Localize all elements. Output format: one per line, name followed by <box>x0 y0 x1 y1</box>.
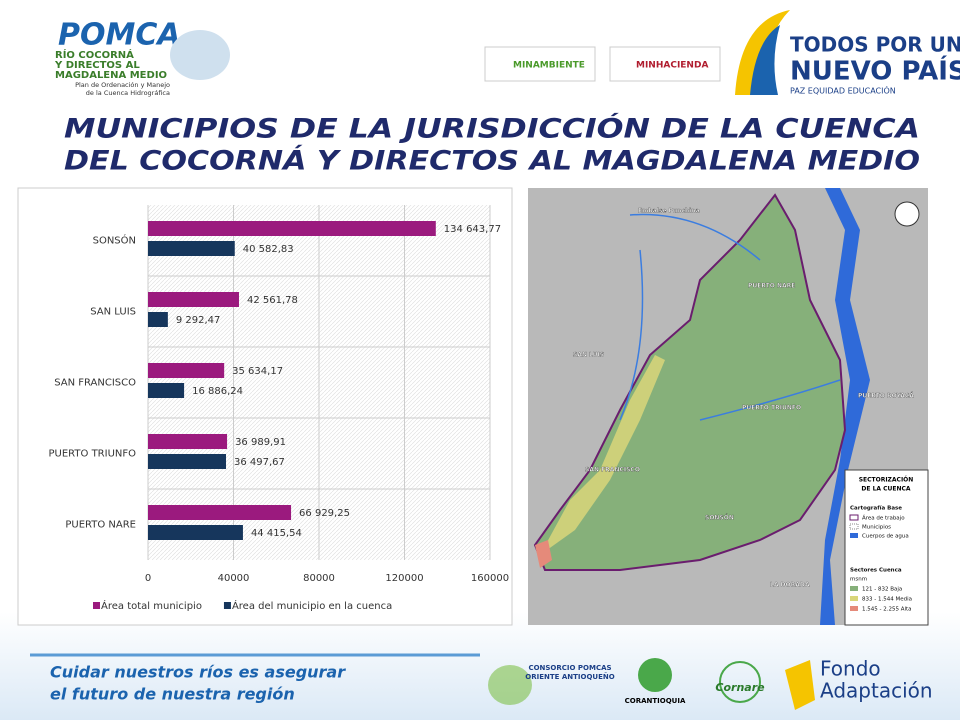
map-label: SONSÓN <box>705 515 734 522</box>
value-label: 35 634,17 <box>232 366 283 377</box>
logo-text: Cornare <box>715 681 765 694</box>
bar <box>148 525 243 540</box>
title-line: DEL COCORNÁ Y DIRECTOS AL MAGDALENA MEDI… <box>64 145 920 177</box>
value-label: 44 415,54 <box>251 528 302 539</box>
compass <box>894 201 920 227</box>
legend-label: Área total municipio <box>101 599 202 612</box>
value-label: 66 929,25 <box>299 508 350 519</box>
y-tick-label: SAN LUIS <box>90 307 136 318</box>
x-tick-label: 120000 <box>385 573 423 584</box>
river <box>820 188 870 625</box>
legend-item: 1.545 - 2.255 Alta <box>862 607 912 613</box>
basin-line: Y DIRECTOS AL <box>54 60 140 71</box>
mid-sector <box>540 355 665 555</box>
ministry-logo <box>484 46 596 82</box>
basin-area <box>533 193 847 571</box>
gov-line: TODOS POR UN <box>790 33 960 57</box>
logo-text: Adaptación <box>820 679 933 703</box>
logo-mark <box>488 665 532 705</box>
logo-text: CORANTIOQUIA <box>625 697 686 705</box>
legend-swatch <box>849 514 859 521</box>
value-label: 9 292,47 <box>176 315 221 326</box>
y-tick-label: PUERTO TRIUNFO <box>49 449 137 460</box>
bar <box>148 454 227 469</box>
legend-item: 833 - 1.544 Media <box>862 597 912 603</box>
legend-swatch <box>850 606 858 611</box>
slogan-line: Cuidar nuestros ríos es asegurar <box>50 663 346 682</box>
legend-swatch <box>850 596 858 601</box>
gov-line: NUEVO PAÍS <box>790 55 960 87</box>
x-tick-label: 40000 <box>218 573 250 584</box>
y-tick-label: PUERTO NARE <box>65 520 136 531</box>
legend-swatch <box>850 586 858 591</box>
legend-unit: msnm <box>850 577 867 583</box>
slogan-line: el futuro de nuestra región <box>50 685 295 704</box>
bar <box>148 434 228 449</box>
logo-text: Fondo <box>820 657 881 681</box>
value-label: 40 582,83 <box>243 244 294 255</box>
value-label: 134 643,77 <box>444 224 501 235</box>
map-label: PUERTO BOYACÁ <box>858 393 914 400</box>
gov-logo-shape <box>750 25 780 95</box>
legend-swatch <box>93 602 100 609</box>
map-label: SAN FRANCISCO <box>585 467 640 474</box>
legend-swatch <box>223 602 231 609</box>
basin-line: MAGDALENA MEDIO <box>55 70 167 81</box>
legend-swatch <box>849 523 859 530</box>
bar <box>148 241 235 256</box>
logo-mark <box>785 660 815 710</box>
ministry-name: MINAMBIENTE <box>513 61 585 71</box>
legend-item: Área de trabajo <box>862 515 905 522</box>
bar <box>148 363 225 378</box>
logo-mark <box>638 658 672 692</box>
bar <box>148 312 168 327</box>
value-label: 36 497,67 <box>234 457 285 468</box>
map-legend <box>844 469 929 626</box>
gov-motto: PAZ EQUIDAD EDUCACIÓN <box>790 85 896 96</box>
y-tick-label: SAN FRANCISCO <box>54 378 136 389</box>
bar <box>148 383 185 398</box>
map-label: PUERTO NARE <box>748 283 795 290</box>
map-label: PUERTO TRIUNFO <box>742 405 801 412</box>
bar <box>148 505 292 520</box>
legend-label: Área del municipio en la cuenca <box>232 599 392 612</box>
pomca-logo: POMCA <box>58 18 181 53</box>
map-label: Embalse Punchina <box>638 208 700 215</box>
logo-text: ORIENTE ANTIOQUEÑO <box>525 672 614 681</box>
legend-item: 121 - 832 Baja <box>862 587 902 593</box>
map-label: SAN LUIS <box>573 352 604 359</box>
legend-title: SECTORIZACIÓN <box>859 477 914 484</box>
title-line: MUNICIPIOS DE LA JURISDICCIÓN DE LA CUEN… <box>64 113 920 145</box>
legend-title: DE LA CUENCA <box>861 486 911 493</box>
basin-line: RÍO COCORNÁ <box>55 48 134 61</box>
ministry-name: MINHACIENDA <box>636 61 708 71</box>
legend-item: Municipios <box>862 525 891 531</box>
logo-mark <box>719 661 761 703</box>
bar <box>148 221 436 236</box>
logo-text: CONSORCIO POMCAS <box>528 664 611 672</box>
legend-heading: Cartografía Base <box>850 505 902 512</box>
x-tick-label: 0 <box>145 573 151 584</box>
bar <box>148 292 239 307</box>
map-label: LA DORADA <box>770 582 810 589</box>
value-label: 42 561,78 <box>247 295 298 306</box>
logo-landscape <box>170 30 230 80</box>
plan-line: Plan de Ordenación y Manejo <box>75 81 170 89</box>
legend-swatch <box>850 533 858 538</box>
value-label: 16 886,24 <box>192 386 243 397</box>
legend-heading: Sectores Cuenca <box>850 568 902 574</box>
value-label: 36 989,91 <box>235 437 286 448</box>
legend-item: Cuerpos de agua <box>862 534 909 540</box>
x-tick-label: 80000 <box>303 573 335 584</box>
plan-line: de la Cuenca Hidrográfica <box>86 89 170 97</box>
x-tick-label: 160000 <box>471 573 509 584</box>
high-sector <box>535 540 552 568</box>
ministry-logo <box>609 46 721 82</box>
stream <box>619 213 841 421</box>
y-tick-label: SONSÓN <box>93 234 136 247</box>
